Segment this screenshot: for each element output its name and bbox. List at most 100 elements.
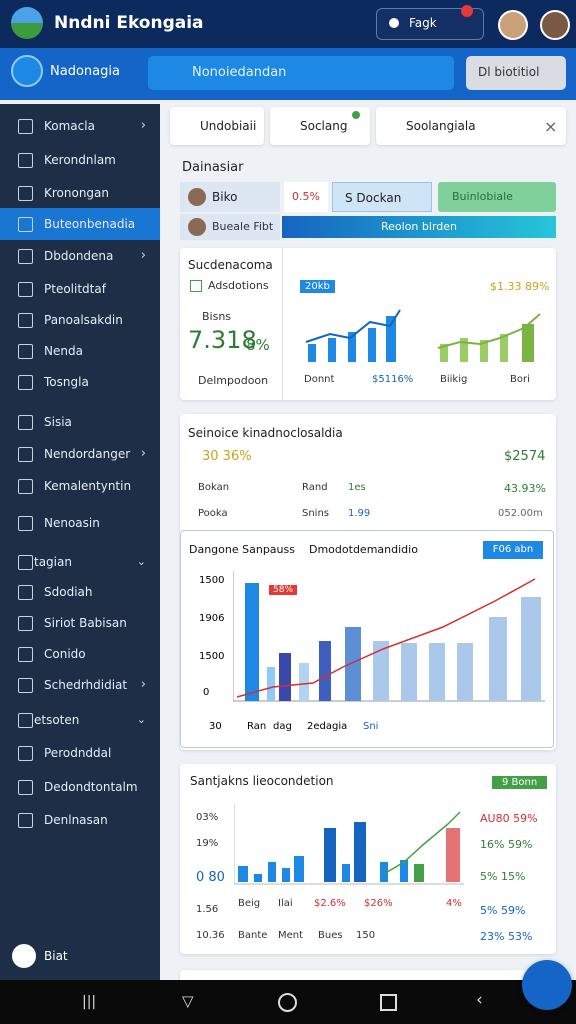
chart <box>233 571 545 702</box>
chart-card: Santjakns lieocondetion 9 Bonn 03% AU80 5… <box>180 764 556 954</box>
sidebar-item[interactable]: Sdodiah <box>0 576 160 608</box>
cell: 43.93% <box>504 482 546 495</box>
sidebar-item[interactable]: Pteolitdtaf <box>0 273 160 305</box>
chip-text: S Dockan <box>345 191 402 205</box>
y-label: 03% <box>196 812 219 823</box>
tab[interactable]: Undobiaii <box>170 107 264 145</box>
filter-text: Dl biotitiol <box>478 65 540 79</box>
chevron: › <box>140 248 146 263</box>
progress-bar: Reolon blrden <box>282 216 556 238</box>
sidebar-item[interactable]: Dbdondena › <box>0 240 160 272</box>
x-label: Ilai <box>278 898 293 909</box>
row: Bueale Fibt <box>180 214 280 240</box>
cell: 052.00m <box>498 508 543 519</box>
right-value: 5% 59% <box>480 904 526 917</box>
dropdown[interactable]: Dmodotdemandidio <box>309 543 418 556</box>
x-label: 2edagia <box>307 721 348 732</box>
action-button[interactable]: Fagk <box>409 16 437 30</box>
chevron: › <box>140 446 146 461</box>
sidebar-item[interactable]: Nendordanger › <box>0 438 160 470</box>
sidebar-item[interactable]: Nenda <box>0 335 160 367</box>
foot-label: Bues <box>318 930 343 941</box>
x-label: Sni <box>363 721 379 732</box>
card-title: Santjakns lieocondetion <box>190 774 334 788</box>
check-label: Adsdotions <box>208 279 269 292</box>
chart-tag: 58% <box>269 585 298 595</box>
card-foot: Delmpodoon <box>198 374 269 387</box>
sidebar-item[interactable]: Kronongan <box>0 177 160 209</box>
sidebar-item[interactable]: Panoalsakdin <box>0 304 160 336</box>
sidebar-item[interactable]: Buteonbenadia <box>0 208 160 240</box>
sidebar-item[interactable]: Tosngla <box>0 366 160 398</box>
toolbar-label: Nadonagia <box>50 64 120 79</box>
sidebar-item[interactable]: Sisia <box>0 406 160 438</box>
sidebar-item[interactable]: tagian ⌄ <box>0 546 160 578</box>
y-label: 10.36 <box>196 930 225 941</box>
big-percent: 8% <box>246 336 270 354</box>
x-label: Biikig <box>440 374 468 385</box>
sidebar-item[interactable]: Siriot Babisan <box>0 607 160 639</box>
chevron: › <box>140 118 146 133</box>
chart-button[interactable]: F06 abn <box>483 541 543 559</box>
sidebar-item[interactable]: Denlnasan <box>0 804 160 836</box>
right-value: AU80 59% <box>480 812 538 825</box>
action-text: Buinlobiale <box>452 190 513 203</box>
x-label: $2.6% <box>314 898 346 909</box>
sidebar-item[interactable]: Nenoasin <box>0 507 160 539</box>
chevron: ⌄ <box>136 555 146 568</box>
chart <box>234 804 464 885</box>
x-label: Ran <box>247 721 267 732</box>
y-label: 1906 <box>199 613 225 624</box>
cell: Snins <box>302 508 330 519</box>
fab[interactable] <box>522 960 572 1010</box>
search-icon[interactable] <box>11 55 43 87</box>
foot-label: Ment <box>278 930 304 941</box>
cell: Pooka <box>198 508 228 519</box>
card-title: Seinoice kinadnoclosaldia <box>188 426 343 440</box>
search-text: Nonoiedandan <box>192 65 287 80</box>
search-field[interactable]: Nonoiedandan <box>148 56 454 90</box>
x-label: $5116% <box>372 374 414 385</box>
sidebar-item[interactable]: Komacla › <box>0 110 160 142</box>
logo <box>11 7 43 39</box>
sidebar-item[interactable]: etsoten ⌄ <box>0 704 160 736</box>
right-value: 5% 15% <box>480 870 526 883</box>
sidebar-item[interactable]: Schedrhdidiat › <box>0 669 160 701</box>
right-value: 23% 53% <box>480 930 533 943</box>
nav-bar: ||| ▽ ‹ <box>0 980 576 1024</box>
badge: 20kb <box>300 280 335 293</box>
sidebar-item[interactable]: Conido <box>0 638 160 670</box>
chip[interactable]: S Dockan <box>332 182 432 212</box>
action[interactable]: Buinlobiale <box>438 182 556 212</box>
right-value: 16% 59% <box>480 838 533 851</box>
action-pill[interactable]: Fagk <box>376 5 484 40</box>
chart-title: Dangone Sanpauss <box>189 543 295 556</box>
big-number: 7.318 <box>188 326 257 354</box>
chevron: ⌄ <box>136 713 146 726</box>
avatar[interactable] <box>498 10 528 40</box>
user-icon[interactable] <box>12 944 36 968</box>
row-name: Biko <box>212 190 238 204</box>
foot-label: 150 <box>356 930 376 941</box>
y-label: 1500 <box>199 575 225 586</box>
x-label: 4% <box>446 898 462 909</box>
sidebar-item[interactable]: Perodnddal <box>0 737 160 769</box>
sidebar-item[interactable]: Kemalentyntin <box>0 470 160 502</box>
card-title: Sucdenacoma <box>188 258 273 272</box>
row-name: Bueale Fibt <box>212 220 274 233</box>
filter-button[interactable]: Dl biotitiol <box>466 56 566 90</box>
tab[interactable]: Soclang <box>270 107 370 145</box>
cell: 1.99 <box>348 508 371 519</box>
x-label: dag <box>273 721 292 732</box>
app-title: Nndni Ekongaia <box>54 13 204 33</box>
row: Biko <box>180 182 280 212</box>
avatar[interactable] <box>540 10 570 40</box>
sidebar-item[interactable]: Dedondtontalm <box>0 771 160 803</box>
cell: 1es <box>348 482 366 493</box>
tab[interactable]: Soolangiala × <box>376 107 566 145</box>
sidebar-item[interactable]: Kerondnlam <box>0 144 160 176</box>
x-label: $26% <box>364 898 393 909</box>
x-label: Beig <box>238 898 261 909</box>
badge: 9 Bonn <box>492 776 548 789</box>
